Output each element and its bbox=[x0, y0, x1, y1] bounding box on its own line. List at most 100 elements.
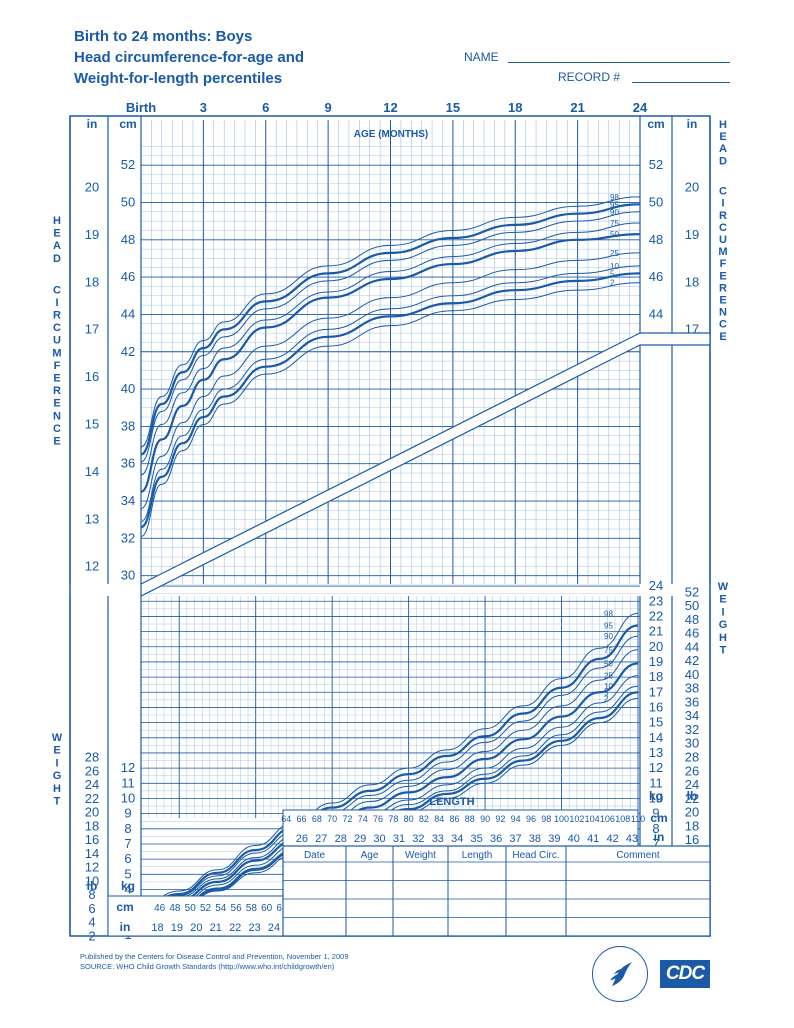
weight-kg-tick-right-23: 23 bbox=[649, 593, 663, 608]
weight-kg-tick-8: 8 bbox=[124, 821, 131, 836]
length-in-tick-38: 38 bbox=[529, 833, 541, 845]
age-tick-3: 3 bbox=[200, 100, 207, 115]
head-side-label-right: C bbox=[719, 319, 727, 331]
head-side-label-left: F bbox=[54, 360, 61, 372]
weight-lb-tick-28: 28 bbox=[85, 750, 99, 765]
head-side-label-left: R bbox=[53, 310, 61, 322]
weight-curve-label-90: 90 bbox=[604, 632, 613, 641]
record-field[interactable] bbox=[632, 82, 730, 83]
length-in-tick-37: 37 bbox=[509, 833, 521, 845]
table-header-0: Date bbox=[304, 850, 326, 861]
weight-curve-label-2: 2 bbox=[604, 694, 609, 703]
weight-curve-90 bbox=[140, 635, 639, 910]
head-cm-tick-52: 52 bbox=[121, 157, 135, 172]
length-in-tick-32: 32 bbox=[412, 833, 424, 845]
length-in-tick-low-21: 21 bbox=[210, 922, 222, 934]
head-cm-tick-38: 38 bbox=[121, 418, 135, 433]
weight-lb-tick-right-40: 40 bbox=[685, 667, 699, 682]
weight-side-label-right: E bbox=[719, 594, 726, 606]
length-cm-tick-70: 70 bbox=[327, 814, 337, 824]
weight-kg-tick-right-18: 18 bbox=[649, 669, 663, 684]
length-cm-tick-80: 80 bbox=[404, 814, 414, 824]
head-side-label-left: U bbox=[53, 335, 61, 347]
weight-curve-label-50: 50 bbox=[604, 659, 613, 668]
weight-kg-tick-right-11: 11 bbox=[649, 775, 663, 790]
length-in-tick-42: 42 bbox=[606, 833, 618, 845]
head-side-label-left: C bbox=[53, 423, 61, 435]
head-side-label-left: H bbox=[53, 215, 61, 227]
length-in-tick-35: 35 bbox=[471, 833, 483, 845]
head-side-label-left: R bbox=[53, 385, 61, 397]
head-side-label-left: E bbox=[53, 228, 60, 240]
weight-kg-tick-10: 10 bbox=[121, 790, 135, 805]
head-cm-unit: cm bbox=[119, 117, 136, 131]
length-in-tick-36: 36 bbox=[490, 833, 502, 845]
weight-kg-tick-11: 11 bbox=[121, 775, 135, 790]
head-in-unit: in bbox=[87, 117, 98, 131]
head-side-label-right: R bbox=[719, 282, 727, 294]
head-side-label-right: M bbox=[718, 246, 727, 258]
weight-lb-tick-right-42: 42 bbox=[685, 653, 699, 668]
table-header-4: Head Circ. bbox=[512, 850, 559, 861]
weight-lb-tick-8: 8 bbox=[88, 887, 95, 902]
head-curve-98 bbox=[140, 196, 641, 448]
weight-lb-tick-right-48: 48 bbox=[685, 612, 699, 627]
weight-curve-95 bbox=[140, 624, 639, 909]
panel-divider-band bbox=[140, 332, 711, 597]
weight-curve-label-98: 98 bbox=[604, 609, 613, 618]
head-cm-tick-right-52: 52 bbox=[649, 157, 663, 172]
head-cm-tick-50: 50 bbox=[121, 194, 135, 209]
footer: Published by the Centers for Disease Con… bbox=[80, 952, 348, 972]
title-line-1: Birth to 24 months: Boys bbox=[74, 28, 253, 45]
weight-kg-tick-7: 7 bbox=[124, 836, 131, 851]
length-in-tick-28: 28 bbox=[335, 833, 347, 845]
length-cm-tick-64: 64 bbox=[281, 814, 291, 824]
length-in-tick-low-18: 18 bbox=[151, 922, 163, 934]
head-side-label-left: D bbox=[53, 253, 61, 265]
record-table bbox=[282, 845, 711, 937]
head-curve-95 bbox=[140, 203, 641, 456]
head-side-label-right: E bbox=[719, 331, 726, 343]
length-cm-tick-low-54: 54 bbox=[215, 903, 227, 914]
length-cm-tick-72: 72 bbox=[342, 814, 352, 824]
weight-side-label-left: W bbox=[52, 732, 63, 744]
length-cm-tick-low-58: 58 bbox=[246, 903, 258, 914]
head-curve-5 bbox=[140, 272, 641, 529]
head-cm-tick-42: 42 bbox=[121, 344, 135, 359]
weight-kg-tick-6: 6 bbox=[124, 851, 131, 866]
table-header-3: Length bbox=[462, 850, 493, 861]
length-cm-tick-104: 104 bbox=[585, 814, 600, 824]
length-in-unit: in bbox=[654, 830, 665, 844]
head-side-label-left: I bbox=[55, 297, 58, 309]
weight-curve-label-10: 10 bbox=[604, 682, 613, 691]
head-side-label-right: A bbox=[719, 143, 727, 155]
head-in-tick-right-20: 20 bbox=[685, 180, 699, 195]
name-field[interactable] bbox=[508, 62, 730, 63]
weight-curve-25 bbox=[140, 675, 639, 916]
head-in-tick-13: 13 bbox=[85, 511, 99, 526]
weight-kg-tick-right-10: 10 bbox=[649, 790, 663, 805]
head-cm-tick-right-46: 46 bbox=[649, 269, 663, 284]
length-cm-unit: cm bbox=[650, 811, 667, 825]
length-in-tick-29: 29 bbox=[354, 833, 366, 845]
weight-kg-tick-right-17: 17 bbox=[649, 684, 663, 699]
length-in-tick-27: 27 bbox=[315, 833, 327, 845]
weight-curve-98 bbox=[140, 612, 639, 907]
head-cm-tick-46: 46 bbox=[121, 269, 135, 284]
age-tick-15: 15 bbox=[446, 100, 460, 115]
weight-kg-tick-right-21: 21 bbox=[649, 624, 663, 639]
length-in-tick-low-24: 24 bbox=[268, 922, 280, 934]
weight-lb-tick-2: 2 bbox=[88, 928, 95, 943]
length-axis-label: LENGTH bbox=[429, 796, 474, 808]
head-cm-tick-32: 32 bbox=[121, 530, 135, 545]
weight-kg-unit: kg bbox=[121, 879, 135, 893]
head-curve-25 bbox=[140, 252, 641, 509]
head-cm-tick-right-50: 50 bbox=[649, 194, 663, 209]
weight-lb-tick-right-24: 24 bbox=[685, 777, 699, 792]
age-tick-9: 9 bbox=[325, 100, 332, 115]
head-side-label-left: N bbox=[53, 410, 61, 422]
head-side-label-right: E bbox=[719, 294, 726, 306]
head-side-label-right: C bbox=[719, 222, 727, 234]
length-in-tick-low-22: 22 bbox=[229, 922, 241, 934]
length-cm-tick-66: 66 bbox=[297, 814, 307, 824]
